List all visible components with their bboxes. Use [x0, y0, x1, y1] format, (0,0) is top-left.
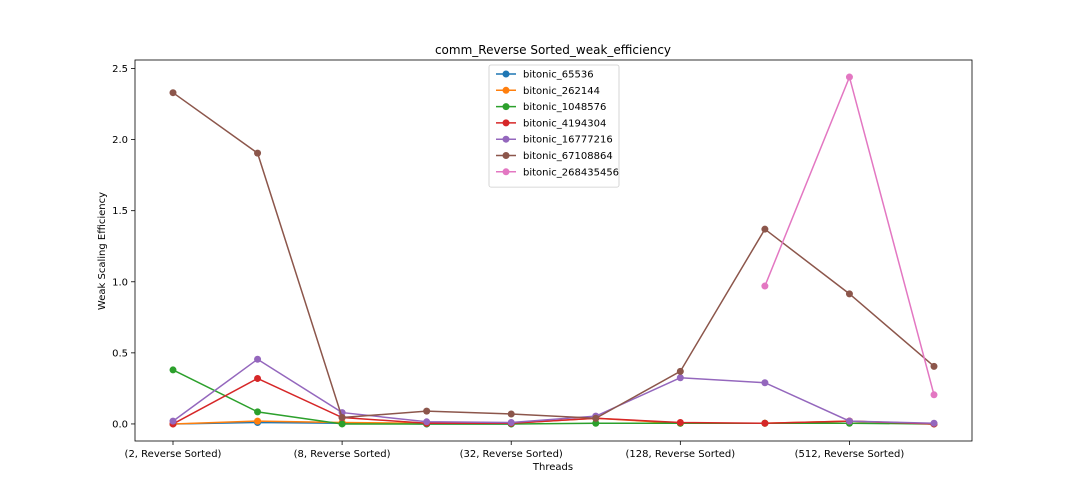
legend-item: bitonic_65536	[496, 70, 594, 81]
legend-marker	[502, 135, 510, 143]
x-tick-label: (32, Reverse Sorted)	[460, 449, 563, 460]
legend-label: bitonic_1048576	[523, 102, 606, 113]
y-tick-label: 2.5	[112, 64, 128, 75]
data-point	[592, 414, 600, 422]
legend: bitonic_65536 bitonic_262144 bitonic_10485…	[488, 64, 620, 188]
plot-area	[169, 73, 938, 428]
axes-frame	[134, 59, 973, 442]
data-point	[254, 408, 262, 416]
legend-label: bitonic_268435456	[523, 167, 619, 178]
legend-marker	[502, 152, 510, 159]
x-tick-label: (512, Reverse Sorted)	[795, 449, 905, 460]
legend-marker	[502, 86, 510, 94]
y-tick-label: 1.5	[112, 206, 128, 217]
data-point	[845, 290, 853, 298]
legend-label: bitonic_65536	[523, 70, 594, 81]
data-point	[169, 417, 177, 425]
data-point	[845, 73, 853, 81]
legend-label: bitonic_4194304	[523, 118, 606, 129]
legend-item: bitonic_1048576	[496, 102, 606, 113]
x-tick-label: (8, Reverse Sorted)	[294, 449, 391, 460]
legend-item: bitonic_268435456	[496, 167, 619, 178]
legend-item: bitonic_4194304	[496, 118, 606, 129]
data-point	[507, 410, 515, 418]
data-point	[676, 367, 684, 375]
data-point	[423, 407, 431, 415]
x-tick-label: (128, Reverse Sorted)	[626, 449, 736, 460]
legend-label: bitonic_262144	[523, 86, 600, 97]
legend-box	[488, 64, 620, 188]
legend-label: bitonic_67108864	[523, 151, 613, 162]
data-point	[254, 355, 262, 363]
legend-item: bitonic_16777216	[496, 135, 613, 146]
series-bitonic-67108864	[169, 89, 938, 422]
y-tick-label: 2.0	[112, 135, 128, 146]
data-point	[676, 419, 684, 427]
data-point	[761, 225, 769, 233]
data-point	[169, 89, 177, 97]
data-point	[930, 419, 938, 427]
series-line	[172, 369, 935, 425]
legend-marker	[502, 103, 510, 111]
series-bitonic-268435456	[761, 73, 938, 399]
data-point	[761, 282, 769, 290]
legend-item: bitonic_67108864	[496, 151, 613, 162]
data-point	[254, 149, 262, 157]
legend-item: bitonic_262144	[496, 86, 600, 97]
data-point	[592, 419, 600, 427]
data-point	[507, 419, 515, 427]
legend-marker	[502, 70, 510, 78]
data-point	[676, 374, 684, 382]
x-tick-label: (2, Reverse Sorted)	[125, 449, 222, 460]
data-point	[930, 362, 938, 370]
data-point	[254, 374, 262, 382]
chart-title: comm_Reverse Sorted_weak_efficiency	[435, 43, 671, 57]
data-point	[338, 414, 346, 422]
data-point	[169, 366, 177, 374]
data-point	[254, 417, 262, 425]
data-point	[761, 379, 769, 387]
data-point	[423, 418, 431, 426]
y-axis-title: Weak Scaling Efficiency	[97, 192, 108, 310]
data-point	[761, 419, 769, 427]
y-tick-label: 0.5	[112, 348, 128, 359]
legend-label: bitonic_16777216	[523, 135, 613, 146]
data-point	[930, 391, 938, 399]
data-point	[338, 420, 346, 428]
series-line	[172, 377, 935, 425]
x-axis-title: Threads	[532, 462, 573, 473]
series-line	[172, 358, 935, 424]
ticks: 0.0 0.5 1.0 1.5 2.0 2.5 (2, Reverse Sorted) (8,…	[112, 64, 904, 460]
data-point	[845, 417, 853, 425]
y-tick-label: 1.0	[112, 277, 128, 288]
series-line	[172, 92, 935, 420]
legend-marker	[502, 168, 510, 176]
legend-marker	[502, 119, 510, 127]
y-tick-label: 0.0	[112, 419, 128, 430]
